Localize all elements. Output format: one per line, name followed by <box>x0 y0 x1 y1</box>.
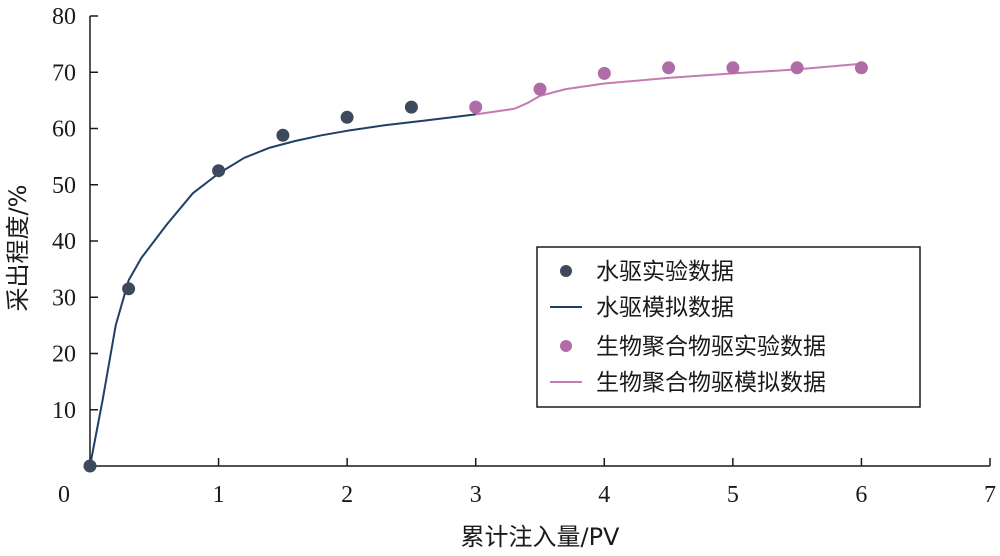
x-tick-label: 6 <box>855 482 867 508</box>
series-line <box>475 62 862 116</box>
data-point <box>854 61 868 75</box>
y-tick-label: 60 <box>52 117 76 143</box>
y-tick-label: 80 <box>52 4 76 30</box>
data-point <box>469 100 483 114</box>
y-tick-label: 70 <box>52 60 76 86</box>
legend-label-water-experiment: 水驱实验数据 <box>596 259 734 285</box>
y-tick-label: 50 <box>52 173 76 199</box>
series-layer <box>83 61 868 473</box>
legend-label-water-simulation: 水驱模拟数据 <box>596 295 734 321</box>
x-tick-label: 2 <box>341 482 353 508</box>
series-line <box>89 113 476 467</box>
data-point <box>276 128 290 142</box>
x-tick-label: 4 <box>598 482 610 508</box>
data-point <box>790 61 804 75</box>
data-point <box>597 66 611 80</box>
data-point <box>340 110 354 124</box>
data-point <box>404 100 418 114</box>
x-tick-label: 5 <box>727 482 739 508</box>
x-tick-label: 1 <box>213 482 225 508</box>
x-origin-tick-label: 0 <box>58 482 70 508</box>
x-ticks: 1 2 3 4 5 6 7 <box>213 458 996 508</box>
x-tick-label: 7 <box>984 482 996 508</box>
y-tick-label: 30 <box>52 285 76 311</box>
legend-label-biopolymer-experiment: 生物聚合物驱实验数据 <box>596 334 826 360</box>
legend-label-biopolymer-simulation: 生物聚合物驱模拟数据 <box>596 370 826 396</box>
y-ticks: 10 20 30 40 50 60 70 80 <box>52 4 98 424</box>
y-tick-label: 40 <box>52 229 76 255</box>
legend-box <box>536 246 921 408</box>
data-point <box>122 282 136 296</box>
legend: 水驱实验数据 水驱模拟数据 生物聚合物驱实验数据 生物聚合物驱模拟数据 <box>536 246 921 408</box>
x-tick-label: 3 <box>470 482 482 508</box>
x-axis-title: 累计注入量/PV <box>461 523 621 551</box>
data-point <box>533 82 547 96</box>
legend-marker-biopolymer-experiment <box>560 340 572 352</box>
y-tick-label: 10 <box>52 398 76 424</box>
y-axis-title: 采出程度/% <box>4 185 32 312</box>
data-point <box>212 164 226 178</box>
y-tick-label: 20 <box>52 342 76 368</box>
legend-marker-water-experiment <box>560 265 572 277</box>
data-point <box>726 61 740 75</box>
data-point <box>83 459 97 473</box>
data-point <box>662 61 676 75</box>
